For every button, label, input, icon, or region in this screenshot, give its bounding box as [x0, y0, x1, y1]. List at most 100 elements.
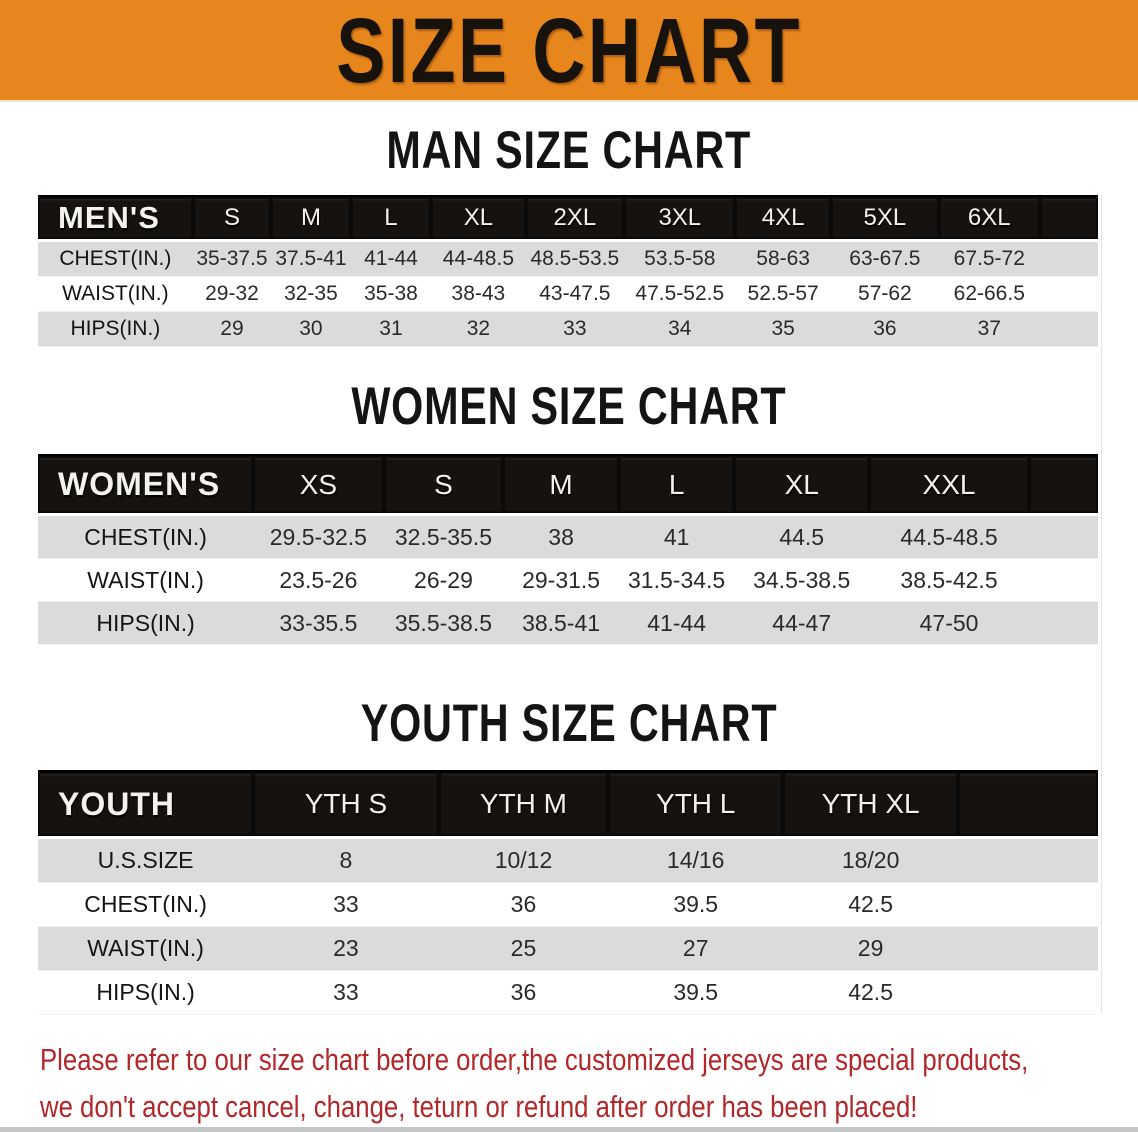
size-value-cell: 52.5-57	[735, 277, 831, 312]
size-value-cell: 62-66.5	[938, 277, 1040, 312]
size-column-header: YTH M	[438, 770, 609, 839]
banner-title: SIZE CHART	[336, 0, 802, 102]
size-value-cell: 33	[253, 971, 439, 1015]
size-value-cell: 10/12	[438, 839, 609, 883]
measure-row-label: WAIST(IN.)	[38, 927, 254, 971]
size-column-header: L	[618, 454, 735, 516]
size-value-cell: 42.5	[783, 883, 959, 927]
size-column-header: XL	[734, 454, 869, 516]
size-value-cell: 27	[608, 927, 784, 971]
size-value-cell: 26-29	[383, 559, 504, 602]
table-row: CHEST(IN.) 29.5-32.5 32.5-35.5 38 41 44.5 44.5…	[38, 516, 1098, 559]
size-value-cell: 35.5-38.5	[383, 602, 504, 645]
size-value-cell: 53.5-58	[624, 242, 736, 277]
measure-row-label: WAIST(IN.)	[38, 277, 193, 312]
size-table-header-row: YOUTH YTH S YTH M YTH L YTH XL	[38, 770, 1098, 839]
measure-row-label: CHEST(IN.)	[38, 883, 254, 927]
size-column-header: 2XL	[525, 195, 625, 242]
size-value-cell: 43-47.5	[525, 277, 625, 312]
row-spacer	[958, 839, 1098, 883]
size-value-cell: 33	[253, 883, 439, 927]
size-value-cell: 44.5	[734, 516, 869, 559]
table-row: WAIST(IN.) 29-32 32-35 35-38 38-43 43-47.5 47.…	[38, 277, 1098, 312]
size-value-cell: 31.5-34.5	[618, 559, 735, 602]
size-value-cell: 42.5	[783, 971, 959, 1015]
size-value-cell: 29	[192, 312, 272, 347]
size-value-cell: 36	[438, 971, 609, 1015]
measure-row-label: HIPS(IN.)	[38, 602, 254, 645]
row-spacer	[1039, 312, 1098, 347]
size-value-cell: 44-47	[734, 602, 869, 645]
row-spacer	[1029, 559, 1098, 602]
table-row: WAIST(IN.) 23 25 27 29	[38, 927, 1098, 971]
size-value-cell: 41	[618, 516, 735, 559]
page-edge-line	[1101, 195, 1102, 1013]
size-value-cell: 36	[830, 312, 939, 347]
man-size-chart-title-text: MAN SIZE CHART	[386, 121, 752, 180]
table-corner-label: WOMEN'S	[38, 454, 254, 516]
header-spacer	[958, 770, 1098, 839]
size-value-cell: 32-35	[271, 277, 351, 312]
size-value-cell: 48.5-53.5	[525, 242, 625, 277]
row-spacer	[1029, 602, 1098, 645]
disclaimer-line-2: we don't accept cancel, change, teturn o…	[40, 1089, 918, 1124]
size-value-cell: 47-50	[869, 602, 1030, 645]
size-column-header: M	[271, 195, 351, 242]
size-value-cell: 33-35.5	[253, 602, 384, 645]
size-value-cell: 32.5-35.5	[383, 516, 504, 559]
size-column-header: YTH XL	[783, 770, 959, 839]
size-value-cell: 23.5-26	[253, 559, 384, 602]
disclaimer-line-1: Please refer to our size chart before or…	[40, 1042, 1029, 1077]
size-value-cell: 36	[438, 883, 609, 927]
size-value-cell: 47.5-52.5	[624, 277, 736, 312]
size-column-header: M	[503, 454, 619, 516]
size-value-cell: 37	[938, 312, 1040, 347]
size-chart-banner: SIZE CHART	[0, 0, 1138, 102]
size-value-cell: 39.5	[608, 971, 784, 1015]
row-spacer	[958, 927, 1098, 971]
table-row: CHEST(IN.) 35-37.5 37.5-41 41-44 44-48.5 48.5…	[38, 242, 1098, 277]
table-row: HIPS(IN.) 29 30 31 32 33 34 35 36 37	[38, 312, 1098, 347]
size-value-cell: 30	[271, 312, 351, 347]
measure-row-label: HIPS(IN.)	[38, 971, 254, 1015]
size-value-cell: 29-31.5	[503, 559, 619, 602]
measure-row-label: CHEST(IN.)	[38, 516, 254, 559]
youth-size-chart-title-text: YOUTH SIZE CHART	[360, 694, 778, 753]
size-value-cell: 67.5-72	[938, 242, 1040, 277]
man-size-chart-title: MAN SIZE CHART	[0, 120, 1138, 181]
size-value-cell: 29-32	[192, 277, 272, 312]
header-spacer	[1039, 195, 1098, 242]
table-row: CHEST(IN.) 33 36 39.5 42.5	[38, 883, 1098, 927]
size-value-cell: 57-62	[830, 277, 939, 312]
table-corner-label: MEN'S	[38, 195, 193, 242]
measure-row-label: HIPS(IN.)	[38, 312, 193, 347]
size-value-cell: 29.5-32.5	[253, 516, 384, 559]
size-value-cell: 58-63	[735, 242, 831, 277]
size-column-header: L	[350, 195, 432, 242]
size-value-cell: 37.5-41	[271, 242, 351, 277]
size-column-header: YTH S	[253, 770, 439, 839]
size-value-cell: 41-44	[618, 602, 735, 645]
size-value-cell: 18/20	[783, 839, 959, 883]
size-value-cell: 29	[783, 927, 959, 971]
women-size-chart-title: WOMEN SIZE CHART	[0, 376, 1138, 437]
size-column-header: 4XL	[735, 195, 831, 242]
size-value-cell: 35	[735, 312, 831, 347]
women-size-table: WOMEN'S XS S M L XL XXL CHEST(IN.) 29.5-32.5 32.5…	[38, 454, 1098, 645]
header-spacer	[1029, 454, 1098, 516]
size-column-header: 5XL	[830, 195, 939, 242]
size-value-cell: 38.5-42.5	[869, 559, 1030, 602]
row-spacer	[958, 971, 1098, 1015]
size-value-cell: 34	[624, 312, 736, 347]
size-value-cell: 38	[503, 516, 619, 559]
row-spacer	[1039, 242, 1098, 277]
size-column-header: S	[383, 454, 504, 516]
size-value-cell: 32	[431, 312, 526, 347]
size-table-header-row: MEN'S S M L XL 2XL 3XL 4XL 5XL 6XL	[38, 195, 1098, 242]
men-size-table: MEN'S S M L XL 2XL 3XL 4XL 5XL 6XL CHEST(IN.) 35-37…	[38, 195, 1098, 347]
table-row: WAIST(IN.) 23.5-26 26-29 29-31.5 31.5-34.5 34…	[38, 559, 1098, 602]
size-value-cell: 33	[525, 312, 625, 347]
disclaimer: Please refer to our size chart before or…	[40, 1036, 1138, 1130]
table-row: HIPS(IN.) 33-35.5 35.5-38.5 38.5-41 41-44 44-…	[38, 602, 1098, 645]
size-value-cell: 25	[438, 927, 609, 971]
